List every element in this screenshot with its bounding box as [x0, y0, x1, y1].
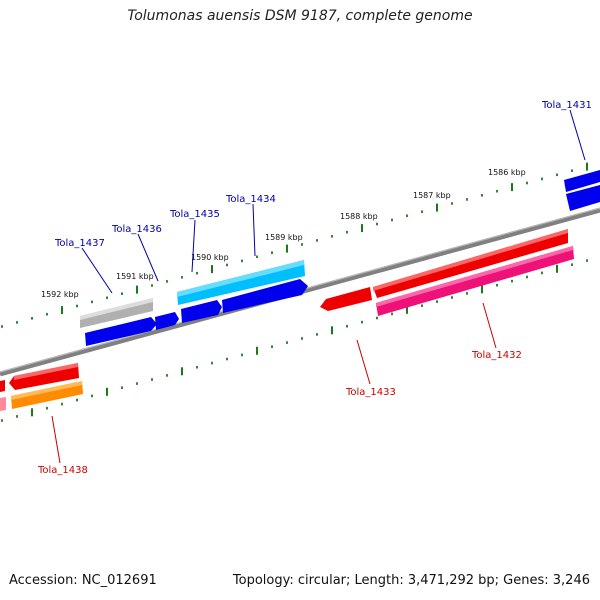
gene-label-tola-1436[interactable]: Tola_1436 [111, 224, 162, 235]
scale-label-1591: 1591 kbp [116, 272, 154, 281]
gene-tola-1434-lower[interactable] [222, 279, 308, 313]
gene-edge-left[interactable] [0, 380, 6, 411]
scale-label-1587: 1587 kbp [413, 191, 451, 200]
gene-label-tola-1437[interactable]: Tola_1437 [54, 238, 105, 249]
gene-label-tola-1435[interactable]: Tola_1435 [169, 209, 220, 220]
scale-label-1592: 1592 kbp [41, 290, 79, 299]
gene-tola-1432[interactable] [376, 246, 574, 316]
gene-tola-1436[interactable] [155, 312, 179, 330]
map-title: Tolumonas auensis DSM 9187, complete gen… [127, 8, 473, 24]
genome-summary-text: Topology: circular; Length: 3,471,292 bp… [232, 573, 590, 588]
gene-tola-1435[interactable] [181, 300, 222, 323]
gene-tola-1433[interactable] [320, 287, 372, 311]
accession-text: Accession: NC_012691 [9, 573, 157, 588]
gene-label-tola-1434[interactable]: Tola_1434 [225, 194, 276, 205]
gene-tola-1437[interactable] [80, 298, 153, 328]
scale-ticks-inner [1, 259, 588, 422]
gene-label-tola-1432[interactable]: Tola_1432 [471, 350, 522, 361]
scale-label-1588: 1588 kbp [340, 212, 378, 221]
label-leaders [51, 109, 586, 464]
gene-tola-1438-red[interactable] [9, 363, 79, 390]
gene-label-tola-1431[interactable]: Tola_1431 [541, 100, 592, 111]
gene-label-tola-1438[interactable]: Tola_1438 [37, 465, 88, 476]
scale-label-1589: 1589 kbp [265, 233, 303, 242]
gene-tola-1436b[interactable] [85, 317, 157, 346]
gene-label-tola-1433[interactable]: Tola_1433 [345, 387, 396, 398]
gene-tola-1431[interactable] [564, 170, 600, 211]
scale-label-1586: 1586 kbp [488, 168, 526, 177]
gene-tola-1433b[interactable] [373, 229, 568, 298]
scale-label-1590: 1590 kbp [191, 253, 229, 262]
gene-tola-1434[interactable] [177, 260, 305, 305]
gene-tola-1438[interactable] [11, 381, 83, 409]
scale-ticks-outer [1, 162, 588, 328]
